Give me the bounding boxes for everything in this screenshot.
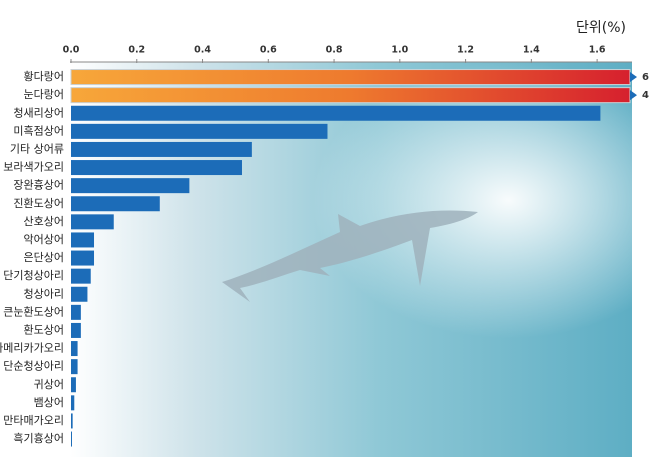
y-tick-label: 환도상어	[24, 323, 64, 336]
y-tick-label: 기타 상어류	[10, 142, 64, 155]
y-tick-label: 장완흉상어	[13, 178, 64, 192]
y-tick-label: 만타매가오리	[3, 414, 64, 427]
y-tick-label: 아메리카가오리	[0, 342, 64, 355]
x-tick-label: 0.8	[326, 45, 343, 56]
bar	[71, 196, 160, 212]
x-tick-label: 1.6	[589, 45, 606, 56]
overflow-arrow	[630, 90, 637, 101]
y-tick-label: 흑기흉상어	[13, 431, 64, 445]
x-tick-label: 1.4	[523, 45, 540, 56]
y-tick-label: 단기청상아리	[3, 269, 64, 282]
bar	[70, 69, 631, 86]
y-tick-label: 황다랑어	[24, 70, 64, 83]
bar	[71, 322, 81, 338]
y-tick-label: 청상아리	[24, 287, 64, 300]
y-tick-label: 큰눈환도상어	[3, 305, 64, 318]
bar	[71, 395, 75, 411]
bar	[70, 87, 631, 104]
x-tick-label: 0.4	[194, 45, 211, 56]
x-tick-label: 0.6	[260, 45, 277, 56]
bar	[71, 413, 73, 429]
bar	[71, 214, 114, 230]
bar	[71, 359, 78, 375]
y-tick-label: 보라색가오리	[3, 161, 64, 174]
y-tick-label: 진환도상어	[13, 197, 64, 210]
value-label: 4	[642, 90, 649, 101]
bar	[71, 250, 95, 266]
y-tick-label: 미흑점상어	[13, 123, 64, 137]
x-tick-label: 0.0	[63, 45, 80, 56]
bar	[71, 431, 72, 447]
bar	[71, 268, 91, 284]
x-tick-label: 1.2	[457, 45, 474, 56]
bar	[71, 304, 81, 320]
x-tick-label: 1.0	[391, 45, 408, 56]
unit-label: 단위(%)	[576, 20, 626, 36]
y-tick-label: 눈다랑어	[24, 88, 64, 101]
x-tick-label: 0.2	[128, 45, 145, 56]
bar	[71, 178, 190, 194]
y-tick-label: 은단상어	[24, 251, 64, 264]
bar	[71, 286, 88, 302]
value-label: 6	[642, 72, 649, 83]
y-tick-label: 산호상어	[24, 215, 64, 228]
overflow-arrow	[630, 72, 637, 83]
y-tick-label: 귀상어	[34, 378, 64, 391]
bar	[71, 341, 78, 357]
bar	[71, 105, 601, 121]
bar	[71, 160, 242, 176]
y-tick-label: 악어상어	[24, 233, 64, 246]
shark-illustration	[222, 210, 478, 302]
y-tick-label: 단순청상아리	[3, 360, 64, 373]
y-tick-label: 뱀상어	[34, 396, 64, 409]
bar	[71, 377, 76, 393]
bar	[71, 141, 252, 157]
bar	[71, 232, 95, 248]
y-tick-label: 청새리상어	[13, 106, 64, 119]
bar	[71, 123, 328, 139]
